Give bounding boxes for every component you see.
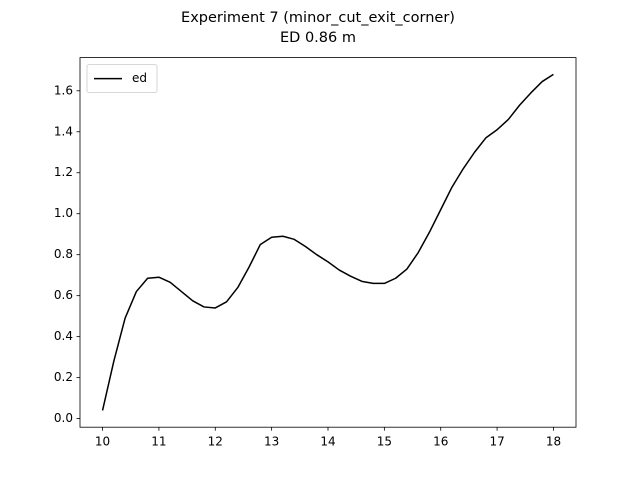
y-tick-label: 0.2 <box>54 370 73 384</box>
x-tick-label: 16 <box>433 435 448 449</box>
x-tick-label: 11 <box>151 435 166 449</box>
x-tick-label: 14 <box>320 435 335 449</box>
x-tick-label: 13 <box>264 435 279 449</box>
y-tick-label: 0.6 <box>54 288 73 302</box>
y-tick-label: 1.2 <box>54 165 73 179</box>
x-tick-label: 12 <box>208 435 223 449</box>
chart-title: Experiment 7 (minor_cut_exit_corner) <box>181 10 455 26</box>
axes-frame <box>79 57 577 428</box>
y-tick-label: 0.8 <box>54 247 73 261</box>
x-tick-label: 10 <box>95 435 110 449</box>
x-tick-label: 15 <box>377 435 392 449</box>
y-tick-label: 1.4 <box>54 124 73 138</box>
y-tick-label: 0.0 <box>54 411 73 425</box>
y-tick-label: 1.0 <box>54 206 73 220</box>
chart-subtitle: ED 0.86 m <box>280 30 356 46</box>
y-tick-label: 0.4 <box>54 329 73 343</box>
y-tick-label: 1.6 <box>54 83 73 97</box>
x-tick-label: 17 <box>489 435 504 449</box>
x-tick-label: 18 <box>546 435 561 449</box>
legend-label: ed <box>132 71 147 85</box>
line <box>101 73 554 411</box>
